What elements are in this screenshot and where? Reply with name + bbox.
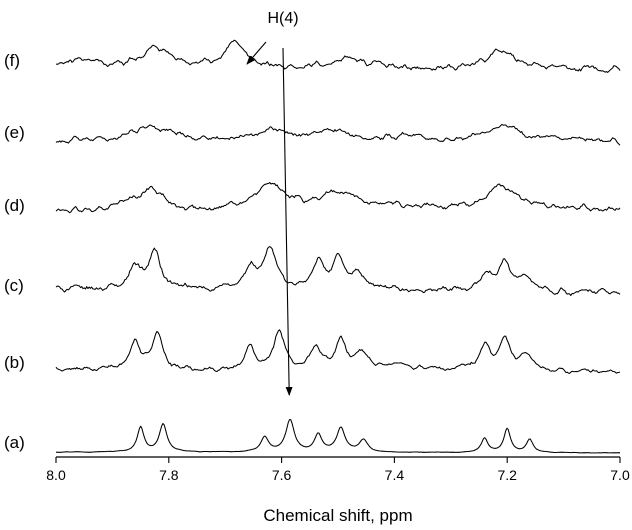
- x-tick-label: 7.4: [385, 467, 405, 483]
- spectrum-trace: [55, 39, 621, 73]
- trace-label: (b): [4, 353, 25, 372]
- spectrum-trace: [56, 419, 621, 454]
- spectrum-trace: [55, 246, 621, 297]
- annotation-arrow-diagonal: [246, 41, 267, 65]
- x-tick-label: 7.8: [159, 467, 179, 483]
- annotation-label: H(4): [267, 10, 298, 27]
- spectrum-traces: [55, 39, 621, 454]
- x-axis: 8.0 7.8 7.6 7.4 7.2 7.0 Chemical shift, ppm: [46, 456, 630, 525]
- trace-label: (c): [4, 276, 24, 295]
- trace-labels: (a) (b) (c) (d) (e) (f): [4, 51, 25, 452]
- x-tick-label: 7.6: [272, 467, 292, 483]
- x-axis-title: Chemical shift, ppm: [263, 506, 412, 525]
- x-tick-label: 8.0: [46, 467, 66, 483]
- spectrum-trace: [55, 329, 621, 374]
- spectrum-trace: [55, 123, 621, 146]
- x-ticks: 8.0 7.8 7.6 7.4 7.2 7.0: [46, 457, 630, 483]
- x-tick-label: 7.0: [610, 467, 630, 483]
- trace-label: (e): [4, 123, 25, 142]
- spectrum-trace: [55, 182, 621, 214]
- trace-label: (f): [4, 51, 20, 70]
- x-tick-label: 7.2: [497, 467, 517, 483]
- annotation-arrow-vertical: [282, 47, 293, 396]
- trace-label: (d): [4, 196, 25, 215]
- trace-label: (a): [4, 433, 25, 452]
- annotations: H(4): [246, 10, 299, 396]
